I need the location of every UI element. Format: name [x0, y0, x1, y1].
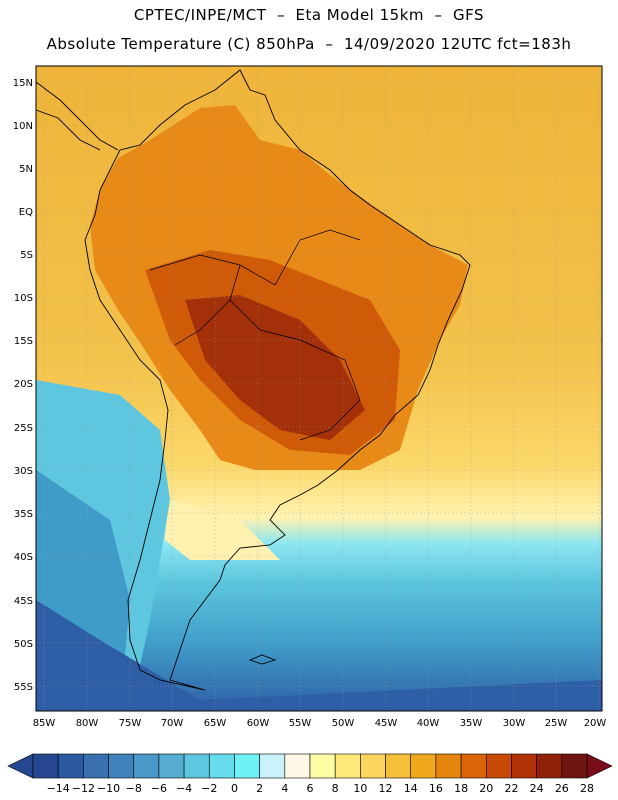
central-america-coastline: [35, 81, 119, 151]
lat-label: 5N: [19, 164, 33, 175]
colorbar-under-arrow: [7, 753, 34, 779]
lon-label: 35W: [460, 718, 483, 729]
colorbar-label: −6: [151, 782, 167, 795]
colorbar-swatch: [334, 753, 361, 779]
lon-label: 85W: [33, 718, 56, 729]
colorbar-label: 0: [231, 782, 238, 795]
colorbar-swatch: [309, 753, 336, 779]
colorbar-swatch: [183, 753, 210, 779]
patagonia-cool-region: [165, 500, 280, 560]
colorbar-over-arrow: [586, 753, 613, 779]
colorbar-swatch: [57, 753, 84, 779]
colorbar-label: −8: [126, 782, 142, 795]
south-america-coastline: [84, 69, 471, 691]
colorbar-label: 16: [429, 782, 443, 795]
colorbar-swatch: [83, 753, 109, 779]
lat-label: 45S: [14, 596, 33, 607]
lon-label: 65W: [204, 718, 227, 729]
colorbar-swatch: [385, 753, 412, 779]
colorbar-swatch: [259, 753, 286, 779]
colorbar-swatch: [158, 753, 185, 779]
colorbar: −14 −12 −10 −8 −6 −4 −2 0 2 4 6 8 10 12 14 16 18 20 22 24 26…: [7, 753, 613, 795]
lon-label: 50W: [332, 718, 355, 729]
colorbar-label: −10: [97, 782, 120, 795]
colorbar-label: 22: [504, 782, 518, 795]
colorbar-swatch: [360, 753, 386, 779]
colorbar-swatch: [208, 753, 235, 779]
lat-label: 40S: [14, 552, 33, 563]
lat-label: 15N: [13, 78, 33, 89]
colorbar-label: 20: [479, 782, 493, 795]
colorbar-label: 14: [404, 782, 418, 795]
coastlines: [35, 69, 471, 691]
lat-label: 50S: [14, 639, 33, 650]
map-title: CPTEC/INPE/MCT – Eta Model 15km – GFS: [133, 6, 485, 24]
lat-label: 10S: [14, 293, 33, 304]
southern-deep-cold: [36, 600, 602, 711]
lon-label: 20W: [584, 718, 607, 729]
colorbar-label: 4: [281, 782, 288, 795]
lat-label: 10N: [13, 121, 33, 132]
lat-label: 25S: [14, 423, 33, 434]
latitude-labels: 15N 10N 5N EQ 5S 10S 15S 20S 25S 30S 35S…: [13, 78, 33, 693]
lat-label: 35S: [14, 509, 33, 520]
longitude-labels: 85W 80W 75W 70W 65W 60W 55W 50W 45W 40W …: [33, 718, 607, 729]
lat-label: EQ: [19, 207, 33, 218]
lon-label: 70W: [161, 718, 184, 729]
falklands-coastline: [248, 654, 277, 665]
colorbar-swatch: [485, 753, 512, 779]
colorbar-swatch: [32, 753, 59, 779]
lon-label: 30W: [503, 718, 526, 729]
colorbar-swatch: [284, 753, 311, 779]
lon-label: 45W: [375, 718, 398, 729]
colorbar-swatch: [410, 753, 437, 779]
lon-label: 60W: [247, 718, 270, 729]
colorbar-label: 6: [307, 782, 314, 795]
colorbar-label: −2: [201, 782, 217, 795]
lon-label: 55W: [289, 718, 312, 729]
lon-label: 80W: [76, 718, 99, 729]
colorbar-swatch: [108, 753, 135, 779]
colorbar-label: 8: [332, 782, 339, 795]
map-frame: [35, 65, 603, 712]
lat-label: 5S: [20, 250, 33, 261]
colorbar-swatch: [133, 753, 160, 779]
lon-label: 75W: [119, 718, 142, 729]
colorbar-swatch: [536, 753, 563, 779]
colorbar-swatch: [511, 753, 537, 779]
lat-label: 20S: [14, 379, 33, 390]
brazil-border: [149, 229, 361, 441]
colorbar-label: 26: [555, 782, 569, 795]
lat-label: 15S: [14, 336, 33, 347]
colorbar-label: 28: [580, 782, 594, 795]
field-layer: [36, 66, 602, 711]
colorbar-swatch: [561, 753, 588, 779]
colorbar-label: 24: [530, 782, 544, 795]
colorbar-label: 10: [353, 782, 367, 795]
colorbar-swatch: [234, 753, 260, 779]
colorbar-swatch: [460, 753, 487, 779]
colorbar-label: 18: [454, 782, 468, 795]
colorbar-label: −4: [176, 782, 192, 795]
colorbar-swatch: [435, 753, 462, 779]
map-subtitle: Absolute Temperature (C) 850hPa – 14/09/…: [46, 35, 572, 53]
colorbar-label: 2: [256, 782, 263, 795]
lat-label: 30S: [14, 466, 33, 477]
colorbar-label: 12: [379, 782, 393, 795]
lon-label: 40W: [417, 718, 440, 729]
colorbar-label: −12: [72, 782, 95, 795]
continent-hottest-region: [185, 295, 365, 440]
lon-label: 25W: [545, 718, 568, 729]
lat-label: 55S: [14, 682, 33, 693]
colorbar-label: −14: [47, 782, 70, 795]
